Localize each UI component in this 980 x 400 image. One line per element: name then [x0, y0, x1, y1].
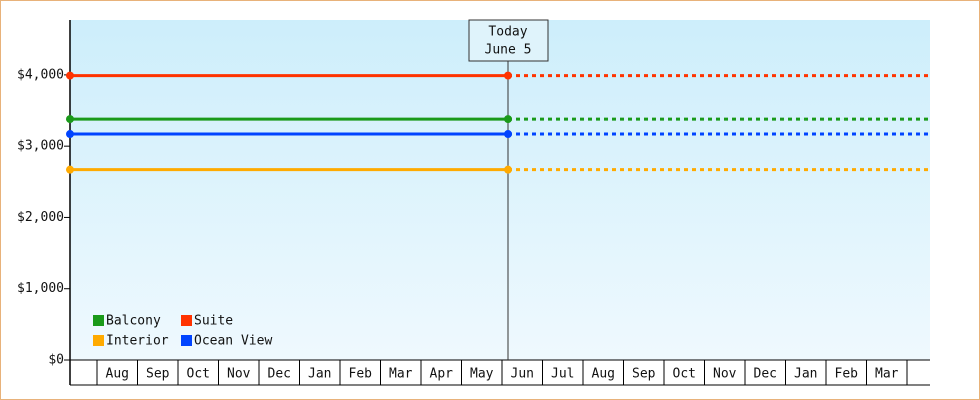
x-tick-label: Nov: [227, 367, 251, 382]
x-tick-label: Aug: [592, 367, 615, 382]
y-tick-label: $1,000: [17, 281, 64, 296]
today-label: Today: [488, 25, 527, 40]
legend-swatch: [93, 315, 104, 326]
x-tick-label: Mar: [875, 367, 899, 382]
x-tick-label: Feb: [835, 367, 859, 382]
series-point: [504, 130, 512, 139]
today-box: [468, 19, 549, 62]
x-tick-label: Jul: [551, 367, 574, 382]
x-tick-label: Oct: [187, 367, 210, 382]
x-tick-label: Sep: [146, 367, 170, 382]
today-label: June 5: [485, 43, 532, 58]
x-tick-label: Apr: [430, 367, 454, 382]
legend-swatch: [181, 335, 192, 346]
y-tick-label: $0: [48, 353, 64, 368]
y-tick-label: $4,000: [17, 67, 64, 82]
legend-label: Ocean View: [194, 334, 272, 349]
legend-swatch: [181, 315, 192, 326]
series-point: [504, 165, 512, 174]
x-tick-label: Jun: [511, 367, 534, 382]
x-tick-label: Dec: [754, 367, 777, 382]
legend-label: Balcony: [106, 314, 161, 329]
y-tick-label: $2,000: [17, 210, 64, 225]
series-point: [66, 115, 74, 124]
series-point: [504, 71, 512, 80]
x-tick-label: Jan: [308, 367, 331, 382]
series-point: [504, 115, 512, 124]
y-tick-label: $3,000: [17, 139, 64, 154]
x-tick-label: Jan: [794, 367, 817, 382]
series-point: [66, 71, 74, 80]
x-tick-label: Aug: [106, 367, 129, 382]
x-tick-label: Oct: [673, 367, 696, 382]
series-point: [66, 165, 74, 174]
legend-label: Interior: [106, 334, 169, 349]
plot-area: [70, 20, 930, 360]
x-tick-label: Feb: [349, 367, 373, 382]
legend-swatch: [93, 335, 104, 346]
x-tick-label: Nov: [713, 367, 737, 382]
x-tick-label: May: [470, 367, 494, 382]
x-tick-label: Sep: [632, 367, 656, 382]
x-tick-label: Mar: [389, 367, 413, 382]
legend-label: Suite: [194, 314, 233, 329]
series-point: [66, 130, 74, 139]
x-tick-label: Dec: [268, 367, 291, 382]
